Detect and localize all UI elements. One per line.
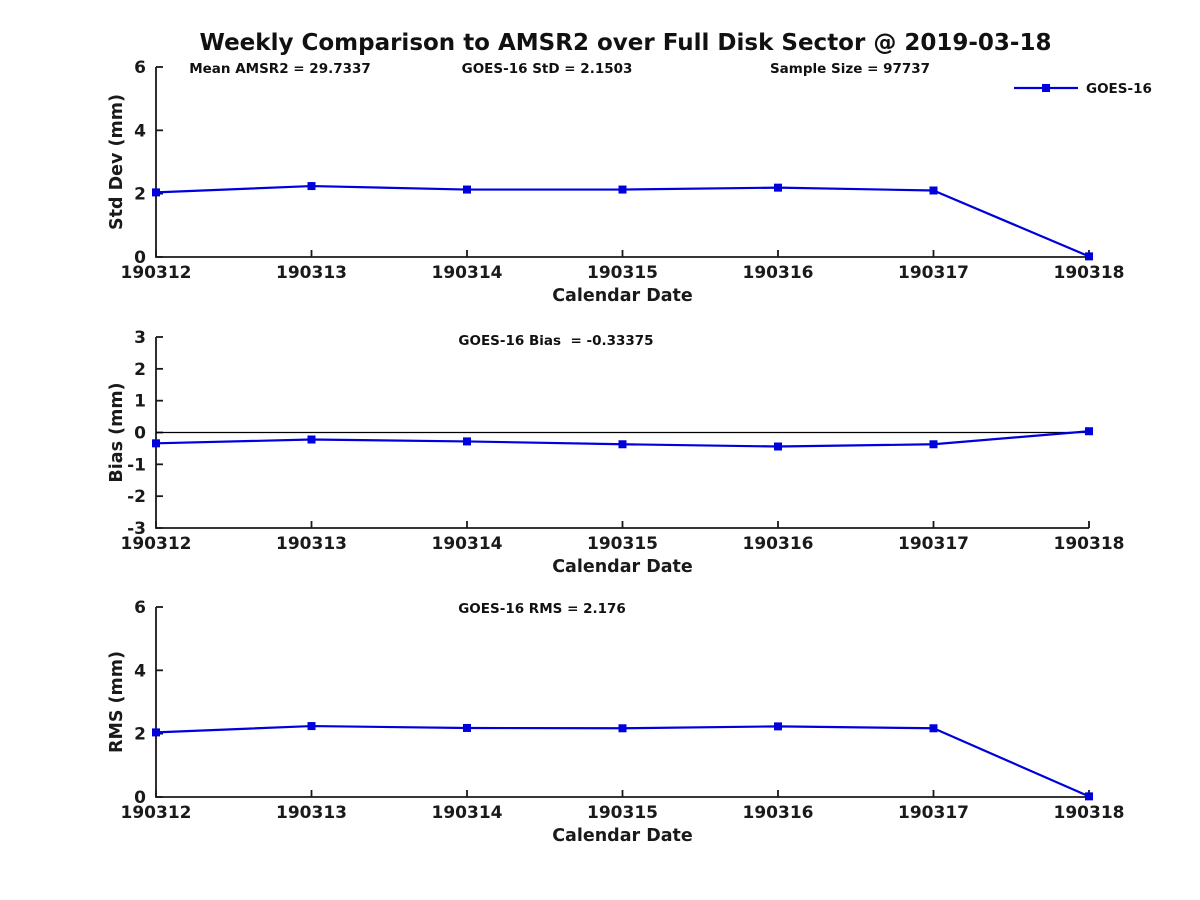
data-point-marker <box>152 728 160 737</box>
data-point-marker <box>307 182 316 191</box>
x-axis-label: Calendar Date <box>552 557 693 577</box>
x-tick-label: 190313 <box>276 534 347 554</box>
x-tick-label: 190313 <box>276 803 347 823</box>
x-tick-label: 190318 <box>1054 263 1125 283</box>
data-point-marker <box>929 186 938 195</box>
legend-label: GOES-16 <box>1086 81 1152 97</box>
data-point-marker <box>618 185 627 194</box>
y-tick-label: 1 <box>134 392 146 412</box>
data-point-marker <box>774 722 782 731</box>
y-tick-label: 6 <box>134 598 146 618</box>
x-tick-label: 190312 <box>121 803 192 823</box>
figure-title: Weekly Comparison to AMSR2 over Full Dis… <box>199 30 1052 56</box>
x-tick-label: 190314 <box>432 534 503 554</box>
x-tick-label: 190314 <box>432 803 503 823</box>
y-axis-label: RMS (mm) <box>107 651 127 753</box>
x-tick-label: 190313 <box>276 263 347 283</box>
y-tick-label: 2 <box>134 360 146 380</box>
x-tick-label: 190317 <box>898 534 969 554</box>
subplot-rms-mm: 0 2 4 6 190312 190313 190314 190315 190316 190317… <box>107 598 1124 846</box>
series-line-goes-16 <box>155 724 1090 798</box>
y-tick-label: 0 <box>134 248 146 268</box>
y-tick-label: 6 <box>134 58 146 78</box>
data-point-marker <box>774 183 782 192</box>
subplot-annotation: GOES-16 Bias = -0.33375 <box>458 333 653 349</box>
x-axis-label: Calendar Date <box>552 286 693 306</box>
y-tick-label: 0 <box>134 788 146 808</box>
data-point-marker <box>929 440 938 449</box>
x-tick-label: 190317 <box>898 803 969 823</box>
y-tick-label: 2 <box>134 725 146 745</box>
data-point-marker <box>463 437 471 446</box>
data-point-marker <box>618 440 627 449</box>
x-tick-label: 190312 <box>121 534 192 554</box>
data-point-marker <box>463 723 471 732</box>
axis-lines <box>155 67 1089 258</box>
data-point-marker <box>307 722 316 731</box>
x-tick-label: 190316 <box>743 803 814 823</box>
x-axis-label: Calendar Date <box>552 826 693 846</box>
legend-marker <box>1042 84 1050 92</box>
axis-lines <box>155 607 1089 798</box>
data-point-marker <box>463 185 471 194</box>
x-tick-label: 190317 <box>898 263 969 283</box>
data-point-marker <box>929 724 938 733</box>
data-point-marker <box>152 188 160 197</box>
y-tick-label: 4 <box>134 661 146 681</box>
y-axis-label: Std Dev (mm) <box>107 94 127 230</box>
x-tick-label: 190314 <box>432 263 503 283</box>
data-point-marker <box>1085 792 1093 801</box>
subplot-std-dev-mm: 0 2 4 6 190312 190313 190314 190315 190316 190317… <box>107 58 1152 306</box>
y-tick-label: 0 <box>134 424 146 444</box>
y-tick-label: 4 <box>134 121 146 141</box>
subplot-annotation: Sample Size = 97737 <box>770 61 930 77</box>
x-tick-label: 190315 <box>587 534 658 554</box>
data-point-marker <box>307 435 316 444</box>
y-tick-label: 2 <box>134 185 146 205</box>
x-tick-label: 190318 <box>1054 803 1125 823</box>
y-tick-label: -2 <box>127 487 146 507</box>
data-point-marker <box>1085 427 1093 436</box>
x-tick-label: 190316 <box>743 534 814 554</box>
y-tick-label: -1 <box>127 455 146 475</box>
x-tick-label: 190315 <box>587 803 658 823</box>
y-axis-label: Bias (mm) <box>107 382 127 482</box>
legend: GOES-16 <box>1014 81 1152 97</box>
x-tick-label: 190312 <box>121 263 192 283</box>
data-point-marker <box>1085 252 1093 261</box>
subplot-annotation: GOES-16 StD = 2.1503 <box>462 61 633 77</box>
y-tick-label: 3 <box>134 328 146 348</box>
subplot-bias-mm: -3 -2 -1 0 1 2 3 190312 190313 190314 190315 190316… <box>107 328 1124 577</box>
x-tick-label: 190315 <box>587 263 658 283</box>
x-tick-label: 190316 <box>743 263 814 283</box>
y-tick-label: -3 <box>127 519 146 539</box>
data-point-marker <box>618 724 627 733</box>
subplot-annotation: Mean AMSR2 = 29.7337 <box>189 61 371 77</box>
data-point-marker <box>152 439 160 448</box>
subplot-annotation: GOES-16 RMS = 2.176 <box>458 601 626 617</box>
x-tick-label: 190318 <box>1054 534 1125 554</box>
series-line-goes-16 <box>155 184 1090 258</box>
data-point-marker <box>774 442 782 451</box>
